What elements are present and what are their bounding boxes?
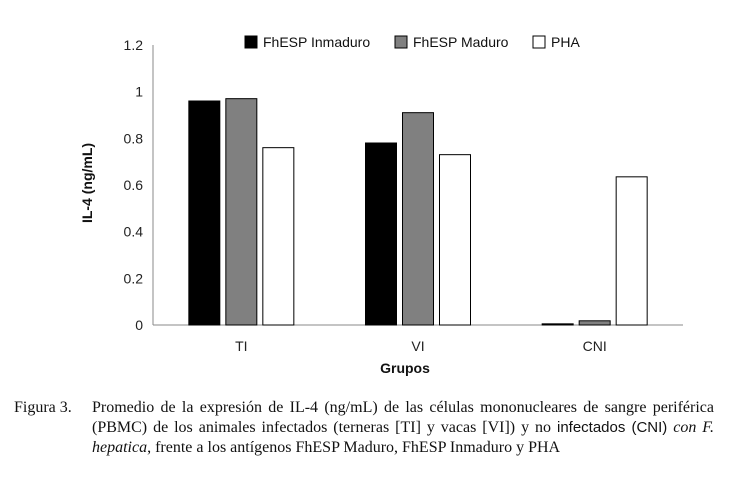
legend-swatch	[244, 35, 258, 49]
legend-label: FhESP Inmaduro	[263, 34, 370, 50]
bar-ti-pha	[262, 147, 295, 326]
y-axis-title: IL-4 (ng/mL)	[79, 143, 95, 223]
bar-cni-fhesp-inmaduro	[541, 323, 574, 326]
x-axis-title: Grupos	[380, 360, 430, 376]
y-tick-label: 0.6	[124, 177, 144, 193]
bars	[188, 98, 648, 326]
y-tick-label: 0	[135, 317, 143, 333]
x-axis-ticks: TI VI CNI	[235, 338, 607, 354]
bar-cni-pha	[615, 176, 648, 326]
x-tick-label: TI	[235, 338, 247, 354]
caption-text-4: , frente a los antígenos FhESP Maduro, F…	[147, 439, 561, 456]
legend: FhESP Inmaduro FhESP Maduro PHA	[244, 34, 580, 50]
caption-text-3: con F. hepatica	[92, 419, 715, 456]
bar-ti-fhesp-maduro	[225, 98, 258, 326]
legend-swatch	[394, 35, 408, 49]
bar-vi-fhesp-maduro	[402, 112, 434, 326]
legend-label: PHA	[551, 34, 580, 50]
caption-label: Figura 3.	[14, 399, 72, 416]
caption-text-2: infectados (CNI)	[556, 419, 668, 436]
caption-text-1: Promedio de la expresión de IL-4 (ng/mL)…	[92, 399, 714, 436]
legend-label: FhESP Maduro	[413, 34, 509, 50]
y-tick-label: 0.4	[124, 224, 144, 240]
y-tick-label: 1	[135, 84, 143, 100]
bar-vi-fhesp-inmaduro	[365, 142, 397, 326]
bar-ti-fhesp-inmaduro	[188, 100, 221, 326]
caption-body: Promedio de la expresión de IL-4 (ng/mL)…	[92, 398, 714, 458]
x-tick-label: CNI	[583, 338, 607, 354]
y-tick-label: 0.8	[124, 130, 144, 146]
y-tick-label: 0.2	[124, 270, 144, 286]
y-tick-label: 1.2	[124, 37, 144, 53]
bar-vi-pha	[439, 154, 471, 326]
x-tick-label: VI	[411, 338, 424, 354]
bar-cni-fhesp-maduro	[578, 320, 611, 326]
legend-swatch	[532, 35, 546, 49]
bar-chart: FhESP Inmaduro FhESP Maduro PHA 0 0.2 0.4 0.6…	[79, 34, 683, 376]
y-axis-ticks: 0 0.2 0.4 0.6 0.8 1 1.2	[124, 37, 144, 333]
figure-caption: Figura 3. Promedio de la expresión de IL…	[14, 398, 714, 458]
